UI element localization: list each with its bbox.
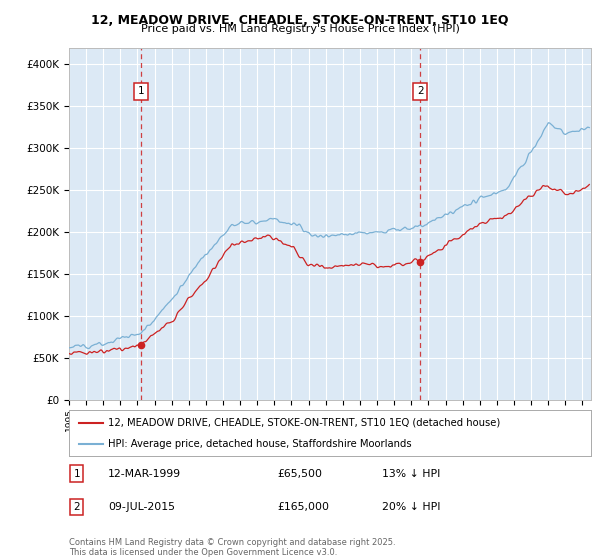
Text: 09-JUL-2015: 09-JUL-2015 (108, 502, 175, 512)
Text: 13% ↓ HPI: 13% ↓ HPI (382, 469, 440, 479)
Text: 1: 1 (137, 86, 144, 96)
Text: 12-MAR-1999: 12-MAR-1999 (108, 469, 181, 479)
Text: 12, MEADOW DRIVE, CHEADLE, STOKE-ON-TRENT, ST10 1EQ (detached house): 12, MEADOW DRIVE, CHEADLE, STOKE-ON-TREN… (108, 418, 500, 428)
Text: 2: 2 (74, 502, 80, 512)
Text: HPI: Average price, detached house, Staffordshire Moorlands: HPI: Average price, detached house, Staf… (108, 439, 412, 449)
Text: 12, MEADOW DRIVE, CHEADLE, STOKE-ON-TRENT, ST10 1EQ: 12, MEADOW DRIVE, CHEADLE, STOKE-ON-TREN… (91, 14, 509, 27)
Text: £65,500: £65,500 (278, 469, 323, 479)
Text: 1: 1 (74, 469, 80, 479)
Text: 20% ↓ HPI: 20% ↓ HPI (382, 502, 440, 512)
Text: £165,000: £165,000 (278, 502, 330, 512)
Text: Contains HM Land Registry data © Crown copyright and database right 2025.
This d: Contains HM Land Registry data © Crown c… (69, 538, 395, 557)
Text: 2: 2 (417, 86, 424, 96)
Text: Price paid vs. HM Land Registry's House Price Index (HPI): Price paid vs. HM Land Registry's House … (140, 24, 460, 34)
